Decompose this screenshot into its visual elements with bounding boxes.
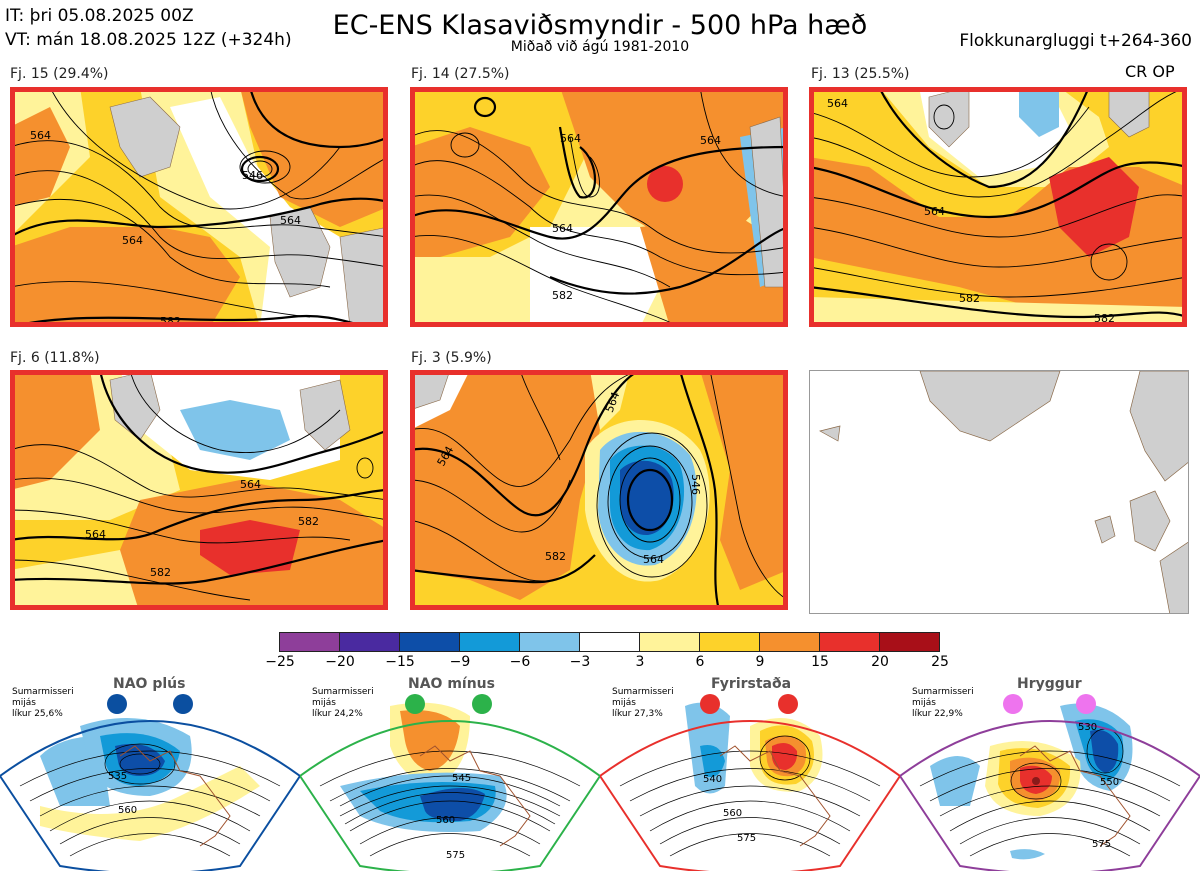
cluster-map-panel: 564 564 582 582 (809, 87, 1187, 327)
regime-dot (472, 694, 492, 714)
regime-info: Sumarmisseri mijás líkur 24,2% (312, 687, 374, 719)
regime-panel-blocking: 540 560 575 Fyrirstaða Sumarmisseri mijá… (600, 676, 900, 871)
colorbar-swatch (399, 632, 460, 652)
contour-label: 564 (122, 234, 143, 247)
contour-label: 564 (30, 129, 51, 142)
page-title: EC-ENS Klasaviðsmyndir - 500 hPa hæð (332, 10, 868, 41)
contour-label: 564 (924, 205, 945, 218)
colorbar-swatch (879, 632, 940, 652)
cluster-label: Fj. 13 (25.5%) (811, 66, 910, 82)
cluster-map-panel: 564 564 546 564 582 (410, 370, 788, 610)
regime-dot (1003, 694, 1023, 714)
regime-info: Sumarmisseri mijás líkur 25,6% (12, 687, 74, 719)
regime-dot (1076, 694, 1096, 714)
regime-dot (173, 694, 193, 714)
regime-dot (405, 694, 425, 714)
regime-name: Hryggur (1017, 676, 1082, 692)
regime-dot (778, 694, 798, 714)
colorbar-swatch (699, 632, 760, 652)
colorbar-tick: 9 (755, 654, 765, 670)
contour-label: 560 (118, 805, 137, 816)
contour-label: 582 (150, 566, 171, 579)
colorbar-swatch (819, 632, 880, 652)
contour-label: 582 (298, 515, 319, 528)
colorbar-tick: −25 (265, 654, 295, 670)
regime-info: Sumarmisseri mijás líkur 22,9% (912, 687, 974, 719)
contour-label: 564 (280, 214, 301, 227)
cluster-map-panel: 564 564 582 582 (10, 370, 388, 610)
colorbar-tick: −15 (385, 654, 415, 670)
regime-panel-ridge: 530 550 575 Hryggur Sumarmisseri mijás l… (900, 676, 1200, 871)
contour-label: 564 (700, 134, 721, 147)
regime-panel-nao-minus: 545 560 575 NAO mínus Sumarmisseri mijás… (300, 676, 600, 871)
colorbar-tick: 6 (695, 654, 705, 670)
colorbar-tick: 20 (871, 654, 889, 670)
cluster-label: Fj. 3 (5.9%) (411, 350, 492, 366)
classification-window: Flokkunargluggi t+264-360 (959, 31, 1192, 51)
valid-time: VT: mán 18.08.2025 12Z (+324h) (5, 30, 292, 50)
contour-label: 535 (108, 771, 127, 782)
contour-label: 564 (240, 478, 261, 491)
contour-label: 564 (643, 553, 664, 566)
contour-label: 560 (723, 808, 742, 819)
regime-panel-nao-plus: 535 560 NAO plús Sumarmisseri mijás líku… (0, 676, 300, 871)
page-subtitle: Miðað við ágú 1981-2010 (510, 39, 690, 55)
cluster-map-panel: 564 546 564 564 582 (10, 87, 388, 327)
contour-label: 540 (703, 774, 722, 785)
colorbar-tick: −9 (449, 654, 471, 670)
cluster-label: Fj. 14 (27.5%) (411, 66, 510, 82)
colorbar-tick: 3 (635, 654, 645, 670)
contour-label: 575 (1092, 839, 1111, 850)
contour-label: 582 (552, 289, 573, 302)
colorbar-tick: −3 (569, 654, 591, 670)
colorbar-swatch (579, 632, 640, 652)
contour-label: 546 (689, 474, 702, 495)
colorbar-swatch (459, 632, 520, 652)
contour-label: 564 (85, 528, 106, 541)
contour-label: 560 (436, 815, 455, 826)
contour-label: 582 (545, 550, 566, 563)
operational-tag: CR OP (1125, 62, 1175, 81)
colorbar-tick: −6 (509, 654, 531, 670)
regime-dot (107, 694, 127, 714)
contour-label: 550 (1100, 777, 1119, 788)
contour-label: 582 (1094, 312, 1115, 325)
colorbar-swatch (759, 632, 820, 652)
regime-name: Fyrirstaða (711, 676, 792, 692)
contour-label: 564 (552, 222, 573, 235)
colorbar-swatch (519, 632, 580, 652)
cluster-label: Fj. 15 (29.4%) (10, 66, 109, 82)
colorbar-swatch (279, 632, 340, 652)
regime-dot (700, 694, 720, 714)
contour-label: 564 (560, 132, 581, 145)
cluster-label: Fj. 6 (11.8%) (10, 350, 100, 366)
contour-label: 546 (242, 169, 263, 182)
regime-name: NAO mínus (408, 676, 495, 692)
contour-label: 582 (959, 292, 980, 305)
colorbar-tick: −20 (325, 654, 355, 670)
colorbar-swatch (339, 632, 400, 652)
contour-label: 575 (737, 833, 756, 844)
colorbar-tick: 25 (931, 654, 949, 670)
contour-label: 582 (160, 315, 181, 327)
regime-info: Sumarmisseri mijás líkur 27,3% (612, 687, 674, 719)
regime-name: NAO plús (113, 676, 186, 692)
colorbar-tick: 15 (811, 654, 829, 670)
contour-label: 530 (1078, 722, 1097, 733)
contour-label: 564 (827, 97, 848, 110)
contour-label: 575 (446, 850, 465, 861)
empty-map-panel (809, 370, 1189, 614)
cluster-map-panel: 564 564 582 564 (410, 87, 788, 327)
colorbar-swatch (639, 632, 700, 652)
init-time: IT: þri 05.08.2025 00Z (5, 6, 194, 26)
contour-label: 545 (452, 773, 471, 784)
